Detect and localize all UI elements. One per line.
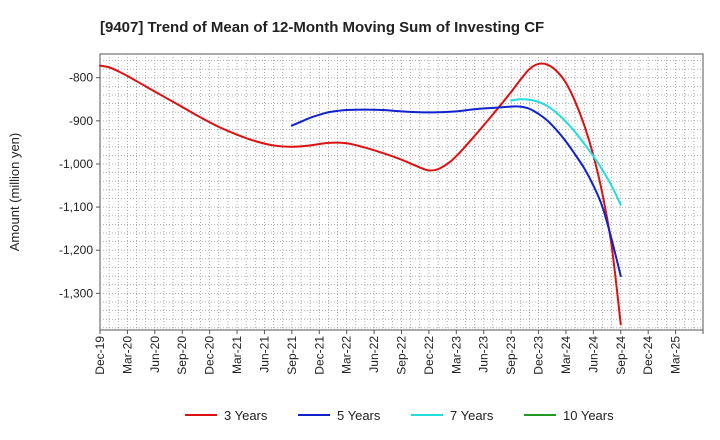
series-line-3-years [99,62,622,326]
x-tick-label: Dec-24 [641,336,655,375]
x-tick-label: Jun-22 [367,336,381,373]
x-tick-label: Sep-21 [285,336,299,375]
series-line-5-years [290,105,622,278]
x-tick-label: Dec-23 [532,336,546,375]
x-tick-label: Dec-19 [93,336,107,375]
x-tick-label: Sep-23 [504,336,518,375]
x-tick-label: Mar-24 [559,336,573,374]
x-tick-label: Sep-20 [175,336,189,375]
x-tick-label: Dec-21 [312,336,326,375]
x-tick-label: Dec-20 [203,336,217,375]
x-tick-label: Sep-24 [614,336,628,375]
y-tick-label: -1,100 [59,200,93,214]
x-tick-label: Mar-23 [449,336,463,374]
y-tick-label: -1,300 [59,286,93,300]
x-tick-label: Jun-21 [257,336,271,373]
x-axis-ticks: Dec-19 Mar-20 Jun-20 Sep-20 Dec-20 Mar-21 Jun-… [93,330,704,375]
y-axis-label: Amount (million yen) [7,133,22,252]
legend-label-5-years: 5 Years [337,408,381,423]
legend: 3 Years 5 Years 7 Years 10 Years [185,408,614,423]
chart-title: [9407] Trend of Mean of 12-Month Moving … [100,19,544,36]
x-tick-label: Sep-22 [395,336,409,375]
y-axis-ticks: -800 -900 -1,000 -1,100 -1,200 -1,300 [59,71,100,300]
x-tick-label: Jun-23 [477,336,491,373]
y-tick-label: -800 [69,71,93,85]
x-tick-label: Mar-22 [340,336,354,374]
x-tick-label: Dec-22 [422,336,436,375]
y-tick-label: -1,000 [59,157,93,171]
grid [100,54,703,330]
series-lines [99,62,622,326]
y-tick-label: -1,200 [59,243,93,257]
legend-label-10-years: 10 Years [563,408,614,423]
legend-label-3-years: 3 Years [224,408,268,423]
x-tick-label: Mar-20 [120,336,134,374]
series-line-7-years [510,98,622,206]
x-tick-label: Jun-20 [148,336,162,373]
x-tick-label: Jun-24 [586,336,600,373]
x-tick-label: Mar-21 [230,336,244,374]
y-tick-label: -900 [69,114,93,128]
x-tick-label: Mar-25 [669,336,683,374]
legend-label-7-years: 7 Years [450,408,494,423]
